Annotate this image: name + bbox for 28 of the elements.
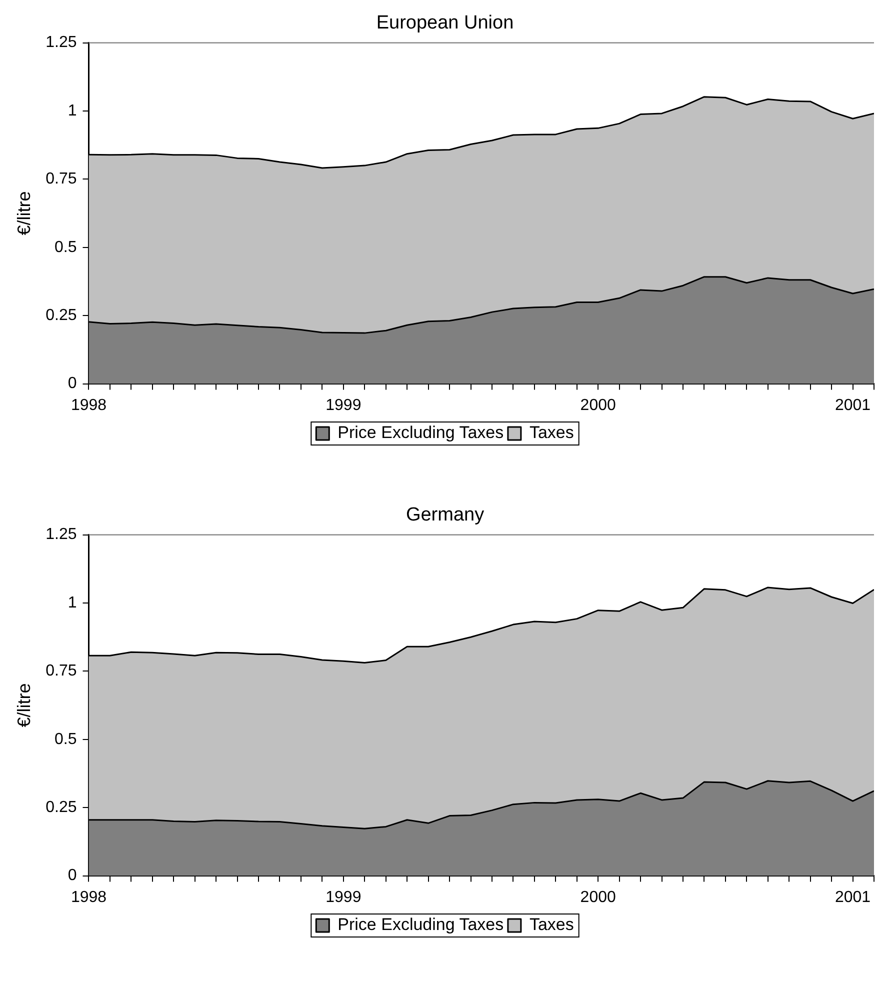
y-tick-label: 1.25 bbox=[46, 526, 77, 544]
x-tick-label: 2000 bbox=[580, 888, 616, 906]
chart-title: Germany bbox=[406, 504, 485, 526]
y-tick-label: 1 bbox=[68, 594, 77, 612]
y-tick-label: 1.25 bbox=[46, 34, 77, 52]
y-tick-label: 1 bbox=[68, 102, 77, 120]
x-tick-label: 2001 bbox=[834, 396, 871, 414]
y-tick-label: 0.25 bbox=[46, 799, 77, 816]
y-axis-title: €/litre bbox=[14, 191, 34, 236]
x-tick-label: 2000 bbox=[580, 396, 616, 414]
legend-label: Taxes bbox=[529, 423, 574, 442]
x-tick-label: 1999 bbox=[326, 396, 362, 414]
y-tick-label: 0.75 bbox=[46, 170, 77, 188]
legend-label: Price Excluding Taxes bbox=[338, 423, 504, 442]
y-axis-title: €/litre bbox=[14, 683, 34, 728]
legend-label: Taxes bbox=[529, 915, 574, 934]
x-tick-label: 1998 bbox=[70, 396, 107, 414]
y-tick-label: 0.5 bbox=[54, 238, 77, 256]
x-tick-label: 2001 bbox=[834, 888, 871, 906]
y-tick-label: 0.5 bbox=[54, 730, 77, 748]
y-tick-label: 0 bbox=[68, 867, 77, 884]
legend-label: Price Excluding Taxes bbox=[338, 915, 504, 934]
chart-title: European Union bbox=[376, 12, 514, 34]
y-tick-label: 0 bbox=[68, 375, 77, 392]
y-tick-label: 0.75 bbox=[46, 662, 77, 680]
y-tick-label: 0.25 bbox=[46, 307, 77, 324]
x-tick-label: 1999 bbox=[326, 888, 362, 906]
x-tick-label: 1998 bbox=[70, 888, 107, 906]
